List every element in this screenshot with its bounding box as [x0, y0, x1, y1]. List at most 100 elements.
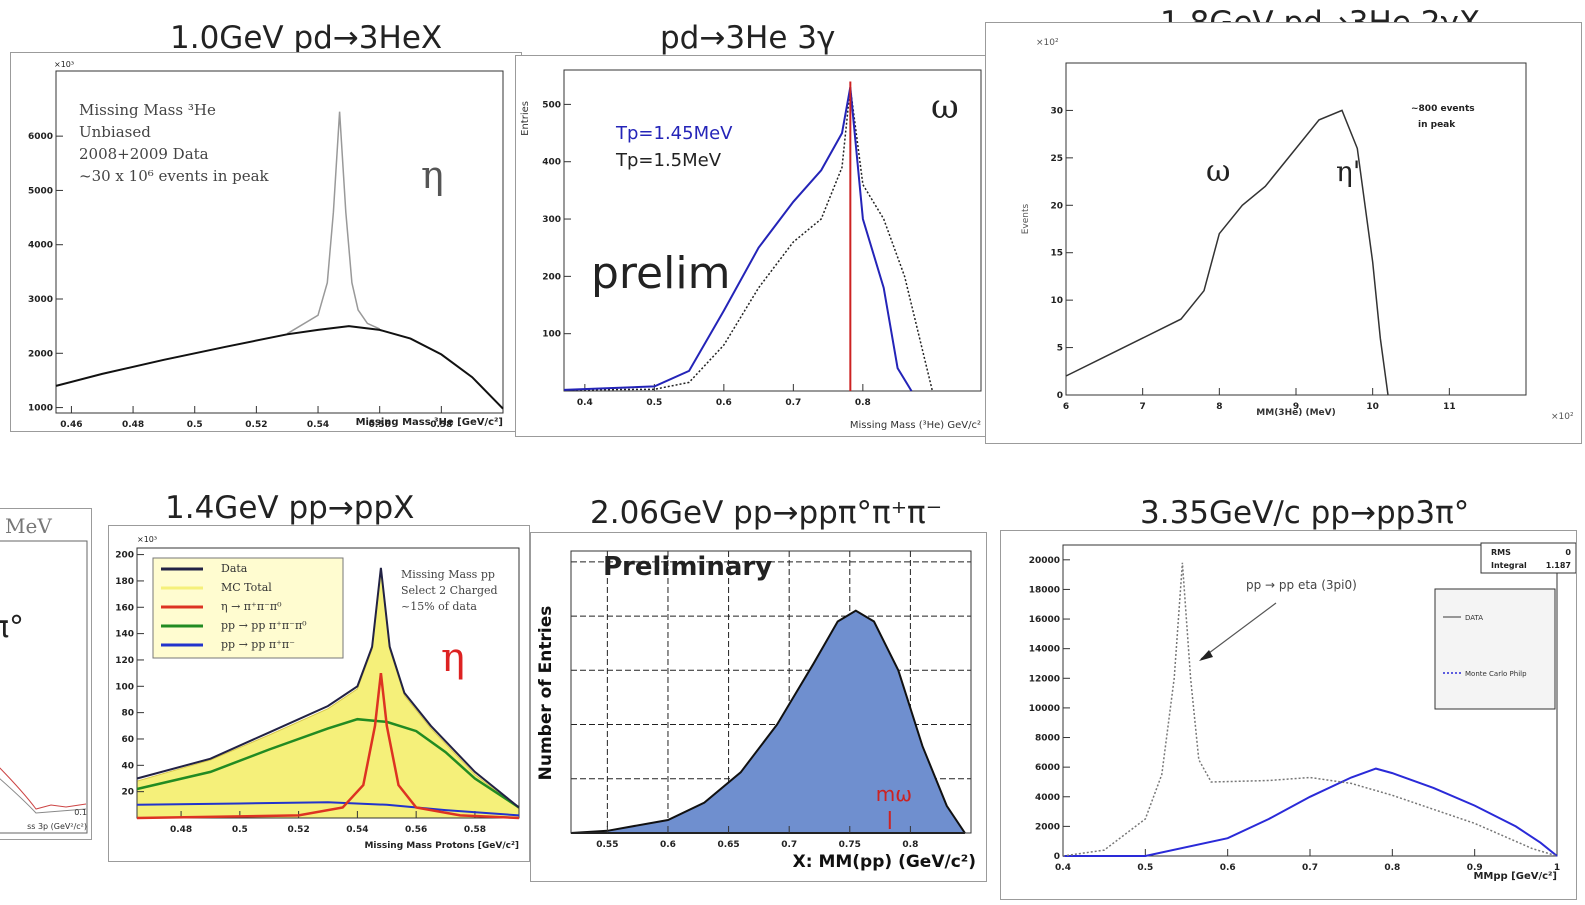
annotation-arrowhead	[1199, 650, 1213, 661]
y-tick-label: 8000	[1035, 734, 1060, 744]
y-tick-label: 30	[1050, 106, 1063, 116]
x-tick-label: 0.9	[1467, 863, 1483, 873]
x-tick-label: 0.46	[60, 420, 82, 430]
y-tick-label: 140	[115, 630, 134, 640]
x-tick-label: 0.7	[1302, 863, 1318, 873]
chart-title-7: 3.35GeV/c pp→pp3π°	[1140, 495, 1470, 531]
x-tick-label: 7	[1140, 402, 1146, 412]
x-tick-label: 0.48	[170, 825, 192, 835]
x-tick-label: 0.4	[577, 398, 593, 408]
y-multiplier: ×10²	[1036, 38, 1059, 48]
x-tick-label: 0.5	[187, 420, 203, 430]
x-tick-label: 9	[1293, 402, 1299, 412]
x-tick-label: 0.5	[646, 398, 662, 408]
annotation-line: ~30 x 10⁶ events in peak	[79, 167, 270, 185]
series-mm3he	[1065, 109, 1389, 396]
annotation-line: Missing Mass pp	[401, 568, 495, 581]
x-axis-label: Missing Mass Protons [GeV/c²]	[364, 841, 519, 851]
x-tick-label: 0.5	[1137, 863, 1153, 873]
y-tick-label: 400	[542, 158, 561, 168]
x-tick-label: 0.65	[717, 840, 739, 850]
legend-label: pp → pp π⁺π⁻	[221, 638, 295, 651]
peak-label-omega: ω	[1206, 154, 1230, 189]
peak-label-omega: ω	[931, 87, 959, 127]
peak-label-eta: η	[421, 153, 444, 197]
partial-curve	[0, 778, 87, 814]
x-tick-label: 0.55	[596, 840, 618, 850]
y-multiplier: ×10³	[54, 60, 74, 69]
y-tick-label: 1000	[28, 404, 53, 414]
annotation-line: Missing Mass ³He	[79, 101, 216, 119]
series-pp-pipi	[136, 801, 520, 817]
plot-frame	[136, 547, 520, 819]
y-tick-label: 180	[115, 577, 134, 587]
chart-panel-3: 6 7 8 9 10 11 0 5 10 15 20 25 30 ×10² ×10² ~800 events i…	[985, 22, 1582, 444]
annotation-line: Select 2 Charged	[401, 584, 498, 597]
chart-panel-5: 0.48 0.5 0.52 0.54 0.56 0.58 20 40 60 80 100 120 140…	[108, 525, 530, 862]
x-tick-label: 0.5	[232, 825, 248, 835]
particle-label: π°	[0, 610, 24, 645]
x-multiplier: ×10²	[1551, 412, 1574, 422]
y-tick-label: 10000	[1029, 704, 1060, 714]
y-tick-label: 6000	[28, 132, 53, 142]
y-tick-label: 16000	[1029, 615, 1060, 625]
annotation-line: 2008+2009 Data	[79, 145, 209, 163]
watermark-preliminary: Preliminary	[603, 552, 772, 582]
x-tick-label: 0.8	[902, 840, 918, 850]
x-axis-label: Missing Mass (³He) GeV/c²	[850, 420, 981, 431]
chart-title-1: 1.0GeV pd→3HeX	[170, 20, 443, 56]
series-pp-3pi	[136, 717, 520, 809]
x-axis-label: X: MM(pp) (GeV/c²)	[793, 852, 976, 872]
series-data	[1062, 562, 1558, 857]
x-tick-label: 0.7	[785, 398, 801, 408]
y-tick-label: 15	[1050, 249, 1063, 259]
y-axis-label: Number of Entries	[536, 606, 556, 781]
annotation-line: ~15% of data	[401, 600, 477, 613]
y-axis-label: Events	[1021, 203, 1031, 234]
plot-frame	[570, 550, 972, 834]
x-tick-label: 0.54	[307, 420, 329, 430]
legend-label: η → π⁺π⁻π⁰	[221, 600, 282, 613]
y-tick-label: 4000	[28, 241, 53, 251]
annotation-eta: pp → pp eta (3pi0)	[1246, 578, 1357, 592]
annotation-arrow	[1200, 602, 1277, 660]
x-tick-label: 0.58	[464, 825, 486, 835]
y-tick-label: 160	[115, 603, 134, 613]
marker-label: mω	[876, 782, 912, 806]
chart-panel-6: 0.55 0.6 0.65 0.7 0.75 0.8 Preliminary mω X: MM(…	[530, 532, 987, 882]
x-axis-label: Missing Mass ³He [GeV/c²]	[356, 417, 503, 428]
x-tick-label: 0.52	[245, 420, 267, 430]
legend-box	[1434, 588, 1556, 710]
x-tick-label: 10	[1366, 402, 1379, 412]
series-background-line	[55, 325, 504, 410]
stats-box	[1480, 542, 1576, 574]
x-axis-label: ss 3p (GeV²/c²)	[27, 822, 87, 831]
annotation-line: Unbiased	[79, 123, 151, 141]
y-tick-label: 120	[115, 656, 134, 666]
y-tick-label: 2000	[28, 349, 53, 359]
x-tick-label: 1	[1554, 863, 1560, 873]
watermark-prelim: prelim	[591, 248, 730, 299]
y-tick-label: 2000	[1035, 822, 1060, 832]
x-tick-label: 0.4	[1055, 863, 1071, 873]
legend-label: Data	[221, 562, 248, 575]
y-tick-label: 40	[121, 761, 134, 771]
x-tick-label: 0.6	[660, 840, 676, 850]
plot-frame	[55, 70, 504, 414]
y-tick-label: 200	[115, 551, 134, 561]
series-eta-3pi	[136, 672, 520, 820]
legend-label: Monte Carlo Philp	[1465, 670, 1527, 678]
y-multiplier: ×10³	[137, 535, 157, 544]
x-tick-label: 0.6	[1220, 863, 1236, 873]
chart-title-5: 1.4GeV pp→ppX	[165, 490, 415, 526]
stats-label: RMS	[1491, 548, 1511, 557]
series-data	[136, 567, 520, 809]
y-axis-label: Entries	[520, 101, 531, 136]
y-tick-label: 5000	[28, 186, 53, 196]
x-tick-label: 0.56	[405, 825, 427, 835]
y-tick-label: 10	[1050, 296, 1063, 306]
plot-frame	[563, 69, 982, 392]
x-tick-label: 0.56	[369, 420, 391, 430]
chart-panel-4-partial: MeV π° 0.1 ss 3p (GeV²/c²)	[0, 508, 92, 840]
legend-tp-1p45: Tp=1.45MeV	[615, 123, 733, 144]
